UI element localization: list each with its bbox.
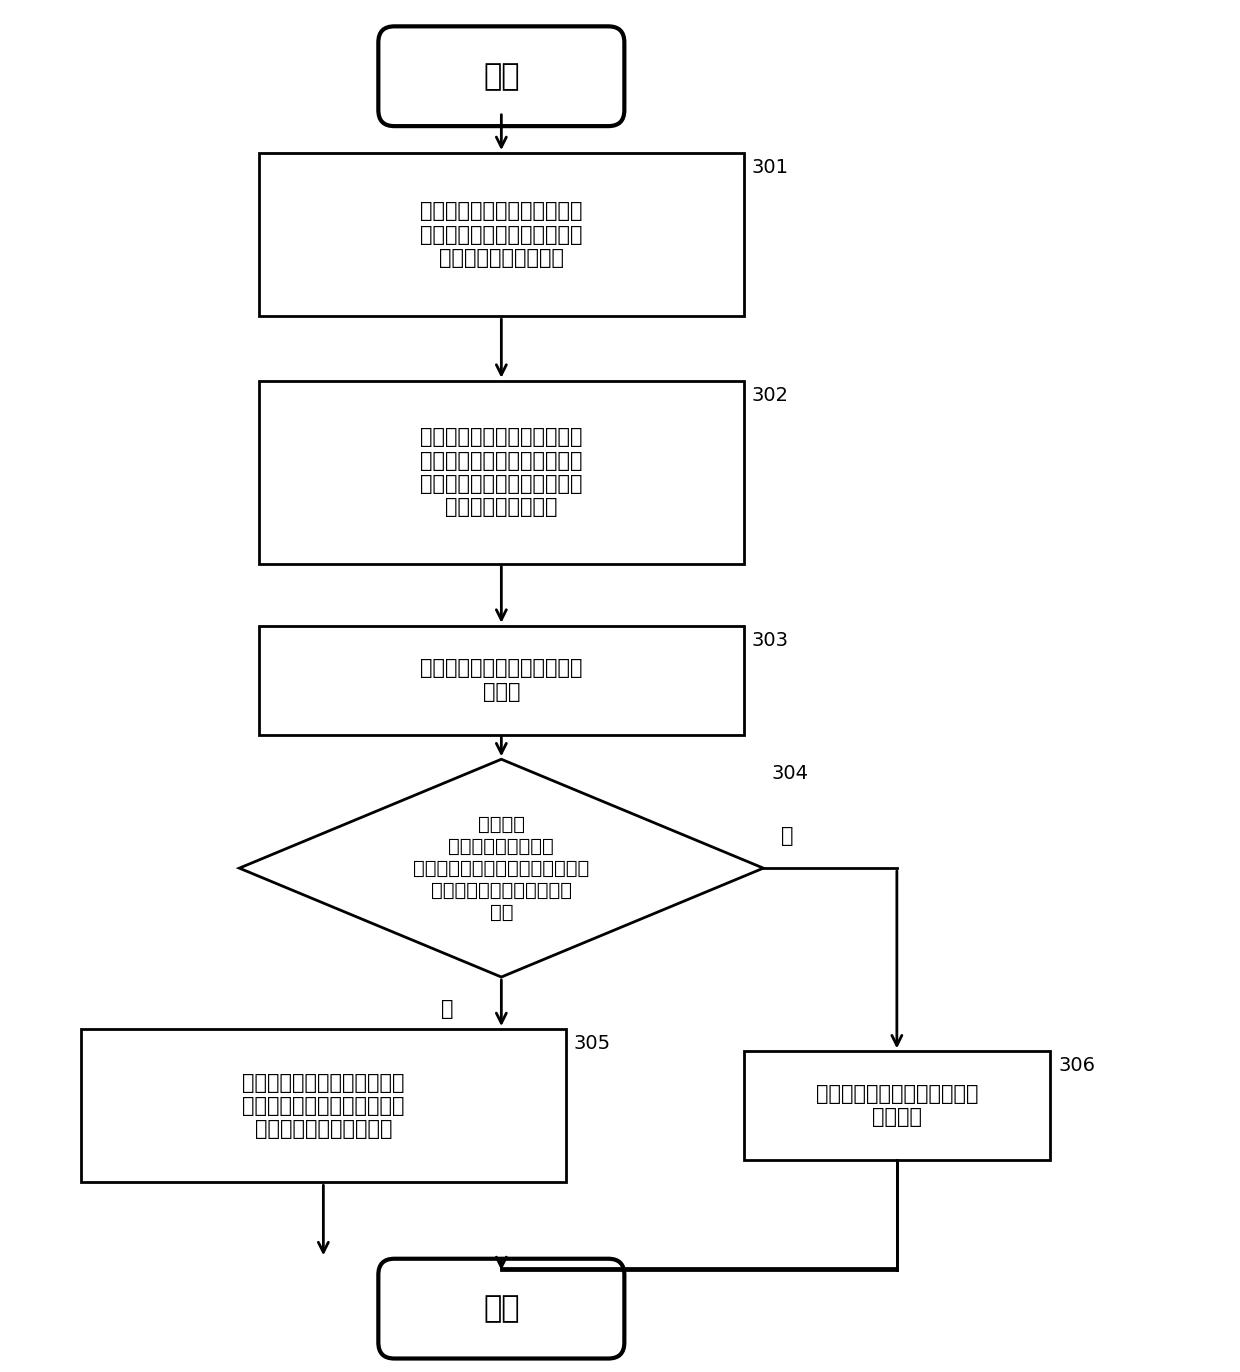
Text: 303: 303 <box>751 631 789 649</box>
Text: 网卡设备
判断对应源地址的第
一终端和对应目的地址的第二终端
之间是否已经建立数据传输
关系: 网卡设备 判断对应源地址的第 一终端和对应目的地址的第二终端 之间是否已经建立数… <box>413 815 589 922</box>
Text: 网卡设备根据转发规则直接将
来自第一终端的待转发数据的
后续报文转发给第二终端: 网卡设备根据转发规则直接将 来自第一终端的待转发数据的 后续报文转发给第二终端 <box>242 1073 404 1139</box>
Text: 网卡设备直接将接收到的后续
报文丢弃: 网卡设备直接将接收到的后续 报文丢弃 <box>816 1084 978 1128</box>
FancyBboxPatch shape <box>378 1258 625 1358</box>
Text: 如果网卡设备接收到相应的软
件模块确定的对应待转发数据
的源地址的转发规则，则网卡
设备存储该转发规则: 如果网卡设备接收到相应的软 件模块确定的对应待转发数据 的源地址的转发规则，则网… <box>420 428 583 517</box>
Bar <box>744 1051 1050 1161</box>
Bar <box>259 380 744 564</box>
Polygon shape <box>239 759 764 977</box>
Text: 网卡设备接收待转发数据的后
续报文: 网卡设备接收待转发数据的后 续报文 <box>420 659 583 701</box>
Text: 301: 301 <box>751 158 789 177</box>
Text: 网卡设备接收待转发数据的连
接首报文，并将该连接首报文
发送给相应的软件模块: 网卡设备接收待转发数据的连 接首报文，并将该连接首报文 发送给相应的软件模块 <box>420 202 583 268</box>
Text: 是: 是 <box>440 999 453 1019</box>
Text: 306: 306 <box>1058 1056 1095 1076</box>
FancyBboxPatch shape <box>378 26 625 126</box>
Text: 305: 305 <box>574 1034 610 1052</box>
Text: 304: 304 <box>771 764 808 783</box>
Bar <box>259 626 744 734</box>
Bar <box>81 1029 565 1183</box>
Text: 开始: 开始 <box>484 62 520 91</box>
Text: 否: 否 <box>781 826 794 847</box>
Text: 302: 302 <box>751 386 789 405</box>
Bar <box>259 152 744 317</box>
Text: 结束: 结束 <box>484 1294 520 1323</box>
